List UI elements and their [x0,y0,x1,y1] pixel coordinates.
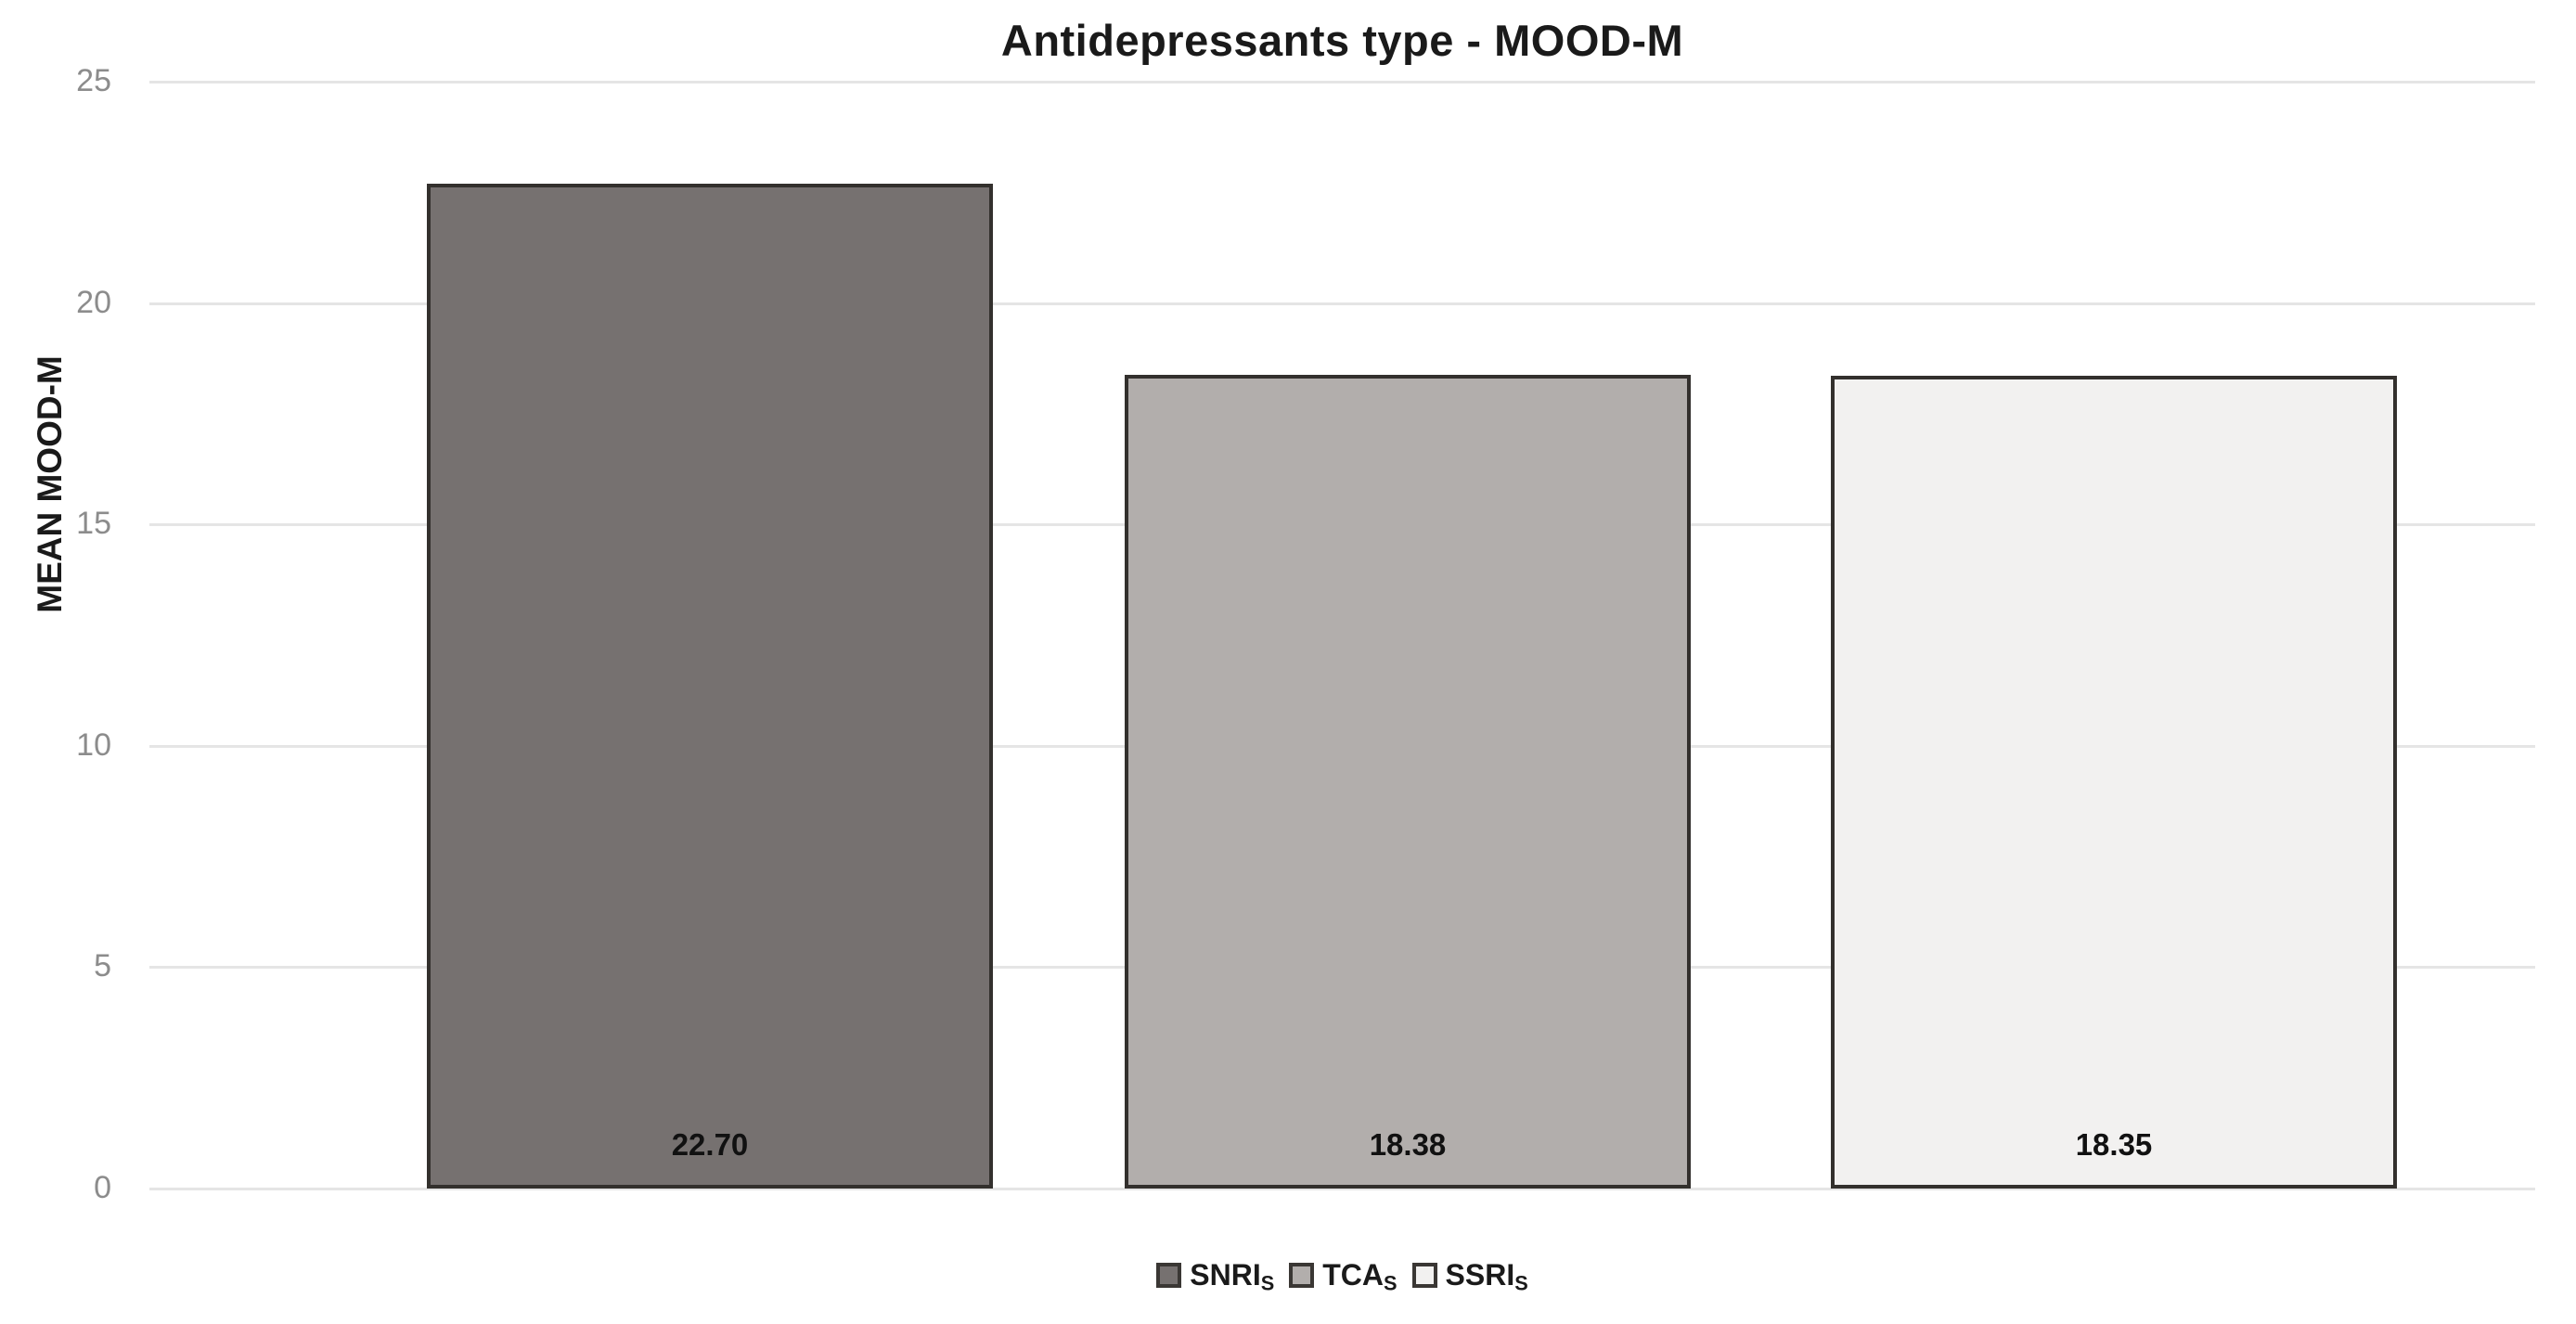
legend-swatch-icon [1156,1263,1182,1288]
legend-label: SSRIS [1445,1258,1528,1295]
bar-value-label: 18.35 [2075,1127,2153,1162]
gridline-25 [149,81,2535,84]
plot-area: 22.70 18.38 18.35 [149,81,2535,1190]
gridline-20 [149,302,2535,305]
y-tick-label-10: 10 [76,726,111,763]
y-axis-title: MEAN MOOD-M [31,355,69,613]
legend-label: SNRIS [1190,1258,1275,1295]
legend-swatch-icon [1289,1263,1315,1288]
legend: SNRIS TCAS SSRIS [149,1258,2535,1295]
bar-SNRIs: 22.70 [427,183,993,1189]
y-tick-label-5: 5 [94,948,111,984]
legend-swatch-icon [1411,1263,1437,1288]
bar-value-label: 22.70 [671,1127,749,1162]
bar-TCAs: 18.38 [1125,374,1691,1189]
y-tick-label-20: 20 [76,284,111,320]
y-tick-label-25: 25 [76,63,111,99]
chart-title: Antidepressants type - MOOD-M [1000,16,1684,65]
gridline-0 [149,1188,2535,1190]
y-tick-label-15: 15 [76,506,111,542]
legend-item-SNRIs: SNRIS [1156,1258,1275,1295]
legend-item-SSRIs: SSRIS [1411,1258,1528,1295]
legend-item-TCAs: TCAS [1289,1258,1397,1295]
y-tick-label-0: 0 [94,1170,111,1206]
legend-label: TCAS [1322,1258,1397,1295]
bar-value-label: 18.38 [1369,1127,1447,1162]
bar-SSRIs: 18.35 [1831,376,2397,1189]
